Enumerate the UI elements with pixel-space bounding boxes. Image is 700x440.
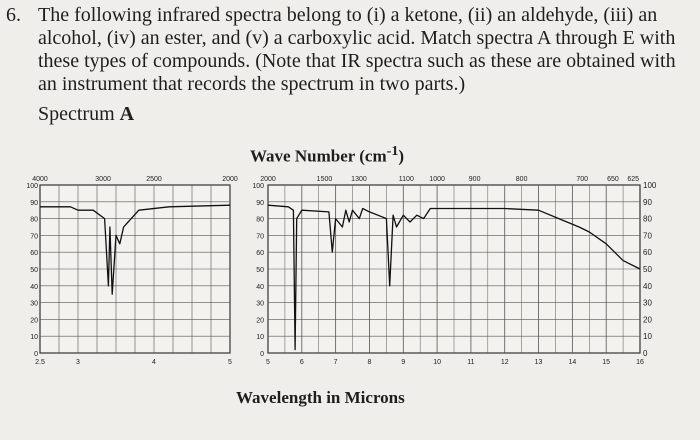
- left-y-tick: 20: [30, 317, 38, 324]
- right-inner-y-tick: 30: [256, 301, 264, 308]
- right-inner-y-tick: 20: [256, 317, 264, 324]
- right-wavenumber-tick: 625: [627, 176, 639, 183]
- left-y-tick: 100: [26, 183, 38, 190]
- wave-number-title: Wave Number (cm-1): [250, 143, 404, 167]
- right-outer-y-tick: 60: [643, 248, 652, 257]
- question-line-3: these types of compounds. (Note that IR …: [38, 50, 676, 72]
- left-spectrum-line: [40, 204, 231, 295]
- wave-number-title-text: Wave Number (cm: [250, 146, 387, 166]
- right-micron-tick: 10: [433, 359, 441, 366]
- left-micron-tick: 2.5: [35, 359, 45, 366]
- right-micron-tick: 7: [334, 359, 338, 366]
- right-inner-y-tick: 70: [256, 233, 264, 240]
- right-wavenumber-tick: 1000: [429, 176, 445, 183]
- right-inner-y-tick: 60: [256, 250, 264, 257]
- right-outer-y-tick: 20: [643, 315, 652, 324]
- right-inner-y-tick: 10: [256, 334, 264, 341]
- right-outer-y-tick: 0: [643, 349, 648, 358]
- spectrum-label: Spectrum A: [38, 103, 134, 126]
- right-outer-y-tick: 70: [643, 231, 652, 240]
- right-micron-tick: 11: [467, 359, 474, 366]
- wave-number-title-sup: -1: [386, 143, 399, 159]
- right-wavenumber-tick: 2000: [260, 176, 276, 183]
- question-line-4: an instrument that records the spectrum …: [38, 73, 466, 95]
- wavelength-title: Wavelength in Microns: [236, 388, 405, 407]
- left-y-tick: 90: [30, 200, 38, 207]
- left-y-tick: 0: [34, 351, 38, 358]
- right-inner-y-tick: 40: [256, 284, 264, 291]
- left-micron-tick: 3: [76, 359, 80, 366]
- right-inner-y-tick: 0: [260, 351, 264, 358]
- right-micron-tick: 6: [300, 359, 304, 366]
- right-outer-y-tick: 40: [643, 282, 652, 291]
- spectrum-label-text: Spectrum: [38, 103, 115, 125]
- right-micron-tick: 8: [368, 359, 372, 366]
- left-y-tick: 80: [30, 217, 38, 224]
- left-wavenumber-tick: 2500: [146, 176, 162, 183]
- wave-number-title-end: ): [398, 146, 405, 166]
- question-number: 6.: [6, 4, 21, 26]
- right-micron-tick: 5: [266, 359, 270, 366]
- left-y-tick: 60: [30, 250, 38, 257]
- left-wavenumber-tick: 4000: [32, 176, 48, 183]
- right-micron-tick: 14: [568, 359, 576, 366]
- right-micron-tick: 9: [401, 359, 405, 366]
- right-outer-y-tick: 100: [643, 181, 657, 190]
- right-wavenumber-tick: 700: [576, 176, 588, 183]
- right-micron-tick: 16: [636, 359, 644, 366]
- right-micron-tick: 15: [602, 359, 610, 366]
- left-micron-tick: 5: [228, 359, 232, 366]
- right-spectrum-line: [267, 204, 641, 351]
- left-micron-tick: 4: [152, 359, 156, 366]
- left-y-tick: 30: [30, 301, 38, 308]
- right-inner-y-tick: 100: [252, 183, 264, 190]
- right-outer-y-tick: 90: [643, 198, 652, 207]
- right-wavenumber-tick: 650: [607, 176, 619, 183]
- right-outer-y-tick: 80: [643, 215, 652, 224]
- question-line-1: The following infrared spectra belong to…: [38, 4, 658, 26]
- question-text: The following infrared spectra belong to…: [38, 4, 678, 96]
- right-inner-y-tick: 90: [256, 200, 264, 207]
- right-micron-tick: 13: [535, 359, 543, 366]
- right-wavenumber-tick: 1300: [351, 176, 367, 183]
- right-inner-y-tick: 80: [256, 217, 264, 224]
- left-wavenumber-tick: 3000: [95, 176, 111, 183]
- right-wavenumber-tick: 1500: [317, 176, 333, 183]
- right-inner-y-tick: 50: [256, 267, 264, 274]
- left-y-tick: 10: [30, 334, 38, 341]
- right-outer-y-tick: 30: [643, 299, 652, 308]
- right-wavenumber-tick: 1100: [399, 176, 414, 183]
- right-wavenumber-tick: 900: [469, 176, 481, 183]
- question-line-2: alcohol, (iv) an ester, and (v) a carbox…: [38, 27, 676, 49]
- right-micron-tick: 12: [501, 359, 509, 366]
- right-outer-y-tick: 50: [643, 265, 652, 274]
- right-wavenumber-tick: 800: [516, 176, 528, 183]
- left-y-tick: 40: [30, 284, 38, 291]
- left-y-tick: 50: [30, 267, 38, 274]
- left-wavenumber-tick: 2000: [222, 176, 238, 183]
- left-y-tick: 70: [30, 233, 38, 240]
- right-outer-y-tick: 10: [643, 332, 652, 341]
- spectrum-letter: A: [119, 103, 135, 125]
